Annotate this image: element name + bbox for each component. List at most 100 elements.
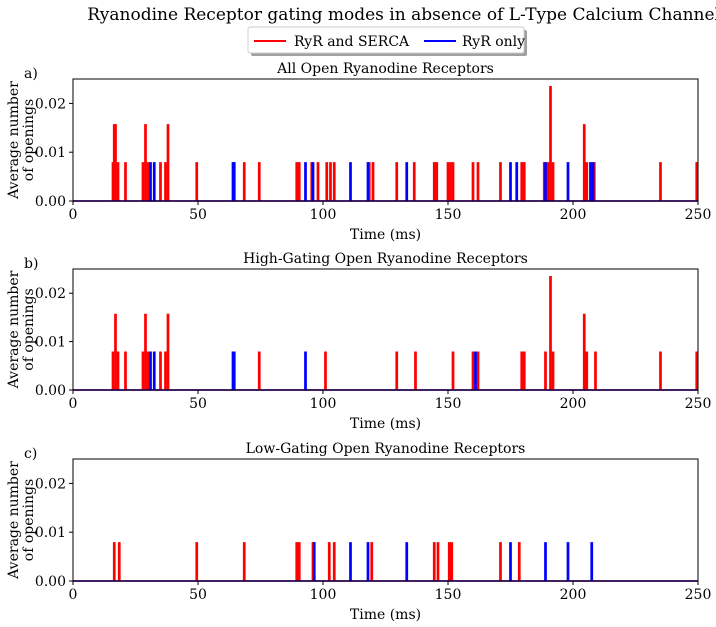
opening-pulse [312, 542, 316, 581]
x-tick-label: 100 [310, 396, 337, 412]
chart-title: All Open Ryanodine Receptors [276, 61, 494, 77]
y-tick-label: 0.01 [35, 335, 66, 351]
y-tick-label: 0.01 [35, 145, 66, 161]
opening-pulse [304, 351, 307, 390]
opening-pulse [566, 162, 570, 201]
opening-pulse [304, 162, 307, 201]
y-axis-label-line: of openings [21, 479, 37, 561]
opening-pulse [164, 351, 167, 390]
x-tick-label: 50 [189, 207, 207, 223]
opening-pulse [141, 351, 145, 390]
y-axis-label-line: Average number [6, 81, 22, 200]
y-axis-label: Average numberof openings [6, 270, 37, 389]
plot-frame [72, 268, 699, 391]
opening-pulse [146, 351, 150, 390]
chart-panel-1: a) All Open Ryanodine Receptors 0 50 100 150 2… [6, 61, 711, 243]
opening-pulse [551, 351, 555, 390]
opening-pulse [447, 542, 451, 581]
opening-pulse [522, 351, 526, 390]
series-ryr-and-serca [73, 86, 699, 202]
opening-pulse [515, 162, 519, 201]
opening-pulse [695, 351, 699, 390]
plot-frame [72, 458, 699, 582]
x-tick-label: 0 [69, 207, 78, 223]
opening-pulse [295, 162, 299, 201]
opening-pulse [551, 162, 555, 201]
opening-pulse [152, 162, 156, 201]
x-tick-label: 250 [685, 207, 712, 223]
opening-pulse [366, 542, 370, 581]
opening-pulse [659, 162, 662, 201]
opening-pulse [371, 162, 375, 201]
y-axis-label-line: of openings [21, 288, 37, 370]
opening-pulse [144, 313, 147, 390]
opening-pulse [257, 162, 261, 201]
opening-pulse [164, 162, 167, 201]
y-axis-label: Average numberof openings [6, 461, 37, 580]
opening-pulse [546, 162, 550, 201]
opening-pulse [232, 351, 236, 390]
opening-pulse [366, 162, 370, 201]
opening-pulse [499, 162, 502, 201]
y-axis-label-line: Average number [6, 461, 22, 580]
y-tick-label: 0.00 [35, 574, 66, 590]
opening-pulse [242, 542, 246, 581]
opening-pulse [471, 162, 475, 201]
opening-pulse [116, 351, 120, 390]
chart-panel-3: c) Low-Gating Open Ryanodine Receptors 0 50… [6, 441, 711, 623]
opening-pulse [566, 542, 570, 581]
opening-pulse [499, 542, 502, 581]
opening-pulse [474, 351, 477, 390]
opening-pulse [585, 162, 589, 201]
opening-pulse [659, 351, 662, 390]
opening-pulse [446, 162, 450, 201]
opening-pulse [450, 542, 454, 581]
opening-pulse [405, 542, 409, 581]
series-ryr-and-serca [73, 275, 699, 391]
y-tick-label: 0.00 [35, 383, 66, 399]
opening-pulse [146, 162, 150, 201]
opening-pulse [159, 351, 162, 390]
opening-pulse [582, 124, 586, 201]
plot-frame [72, 78, 699, 202]
opening-pulse [594, 351, 597, 390]
opening-pulse [451, 162, 455, 201]
opening-pulse [311, 162, 315, 201]
opening-pulse [124, 162, 127, 201]
y-tick-label: 0.01 [35, 525, 66, 541]
opening-pulse [451, 351, 455, 390]
opening-pulse [395, 351, 399, 390]
x-tick-label: 0 [69, 587, 78, 603]
x-tick-label: 250 [685, 396, 712, 412]
x-tick-label: 200 [560, 587, 587, 603]
opening-pulse [144, 124, 147, 201]
x-tick-label: 0 [69, 396, 78, 412]
opening-pulse [297, 542, 301, 581]
opening-pulse [195, 542, 199, 581]
x-tick-label: 50 [189, 587, 207, 603]
opening-pulse [517, 542, 521, 581]
x-axis-label: Time (ms) [350, 416, 421, 432]
opening-pulse [324, 351, 327, 390]
opening-pulse [544, 351, 547, 390]
opening-pulse [325, 162, 329, 201]
panel-label: a) [24, 66, 38, 82]
opening-pulse [509, 542, 512, 581]
opening-pulse [476, 162, 480, 201]
opening-pulse [476, 351, 480, 390]
opening-pulse [329, 162, 332, 201]
opening-pulse [141, 162, 145, 201]
chart-panel-2: b) High-Gating Open Ryanodine Receptors 0 5… [6, 251, 711, 432]
x-tick-label: 150 [435, 587, 462, 603]
chart-panels: a) All Open Ryanodine Receptors 0 50 100 150 2… [6, 61, 711, 623]
legend: RyR and SERCA RyR only [247, 26, 527, 56]
opening-pulse [114, 124, 117, 201]
opening-pulse [520, 162, 524, 201]
legend-label-ryr-and-serca: RyR and SERCA [294, 34, 410, 50]
x-tick-label: 200 [560, 396, 587, 412]
figure-title: Ryanodine Receptor gating modes in absen… [87, 5, 716, 25]
x-axis-label: Time (ms) [350, 227, 421, 243]
opening-pulse [589, 162, 592, 201]
opening-pulse [432, 162, 436, 201]
opening-pulse [395, 162, 399, 201]
